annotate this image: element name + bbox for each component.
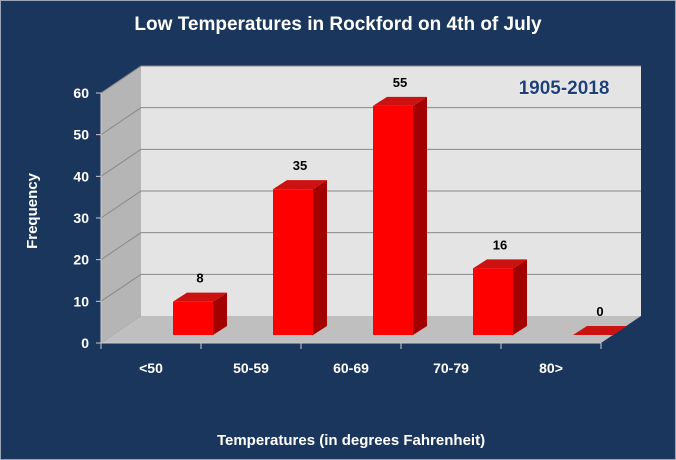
gridline <box>100 232 641 261</box>
bar <box>373 96 427 335</box>
bar <box>473 259 527 335</box>
bar-top <box>273 180 327 190</box>
x-tick-label: 80> <box>539 360 563 376</box>
y-tick-label: 50 <box>73 127 89 143</box>
y-tick-label: 10 <box>73 293 89 309</box>
gridline <box>100 65 641 94</box>
bar-side <box>313 180 327 335</box>
data-label: 55 <box>393 75 407 90</box>
bars <box>173 96 627 335</box>
bar-side <box>213 292 227 335</box>
year-range-annotation: 1905-2018 <box>519 78 610 99</box>
data-labels: 8 35 55 16 0 <box>196 75 603 319</box>
y-tick-label: 30 <box>73 210 89 226</box>
bar <box>273 180 327 335</box>
bar-side <box>513 259 527 335</box>
y-tick-label: 60 <box>73 85 89 101</box>
gridlines <box>96 65 641 349</box>
y-axis-title: Frequency <box>24 172 41 249</box>
chart-title: Low Temperatures in Rockford on 4th of J… <box>134 14 542 35</box>
x-tick-label: 70-79 <box>433 360 469 376</box>
x-tick-labels: <50 50-59 60-69 70-79 80> <box>139 360 563 376</box>
gridline <box>100 190 641 219</box>
gridline <box>100 107 641 136</box>
bar-top <box>573 326 627 335</box>
y-tick-labels: 0 10 20 30 40 50 60 <box>73 85 89 351</box>
x-axis-title: Temperatures (in degrees Fahrenheit) <box>217 432 485 449</box>
bar <box>173 292 227 335</box>
bar-top <box>473 259 527 269</box>
x-tick-label: 50-59 <box>233 360 269 376</box>
bar-front <box>273 189 313 335</box>
y-tick-label: 0 <box>81 335 89 351</box>
bar-front <box>373 105 413 335</box>
x-tick-label: <50 <box>139 360 163 376</box>
bar-front <box>473 268 513 335</box>
bar-side <box>413 96 427 335</box>
bar-top <box>173 292 227 302</box>
y-tick-label: 40 <box>73 168 89 184</box>
data-label: 0 <box>596 304 603 319</box>
bar <box>573 326 627 335</box>
y-tick-label: 20 <box>73 252 89 268</box>
data-label: 16 <box>493 237 507 252</box>
x-tick-label: 60-69 <box>333 360 369 376</box>
data-label: 35 <box>293 158 307 173</box>
bar-top <box>373 96 427 106</box>
bar-front <box>173 301 213 335</box>
data-label: 8 <box>196 271 203 286</box>
gridline <box>100 148 641 177</box>
